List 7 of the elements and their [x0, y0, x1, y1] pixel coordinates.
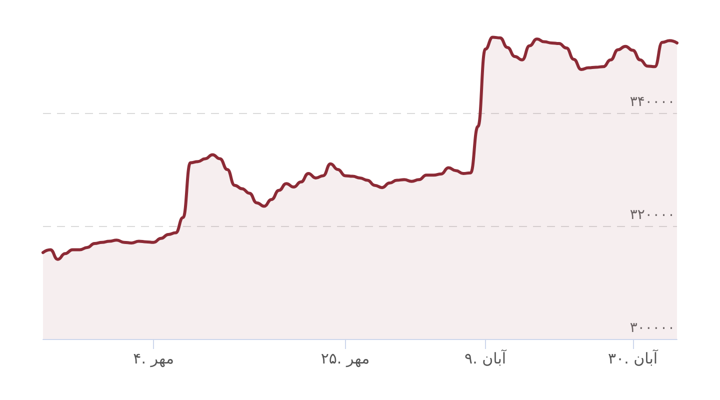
x-tick-label: ۳۰. آبان: [608, 348, 658, 368]
y-tick-label: ۳۲۰۰۰۰: [630, 207, 675, 223]
x-tick-label: ۲۵. مهر: [320, 350, 370, 368]
y-tick-label: ۳۰۰۰۰۰: [630, 320, 675, 336]
y-tick-label: ۳۴۰۰۰۰: [630, 94, 675, 110]
x-tick-label: ۹. آبان: [464, 348, 507, 368]
x-tick-label: ۴. مهر: [133, 350, 174, 368]
